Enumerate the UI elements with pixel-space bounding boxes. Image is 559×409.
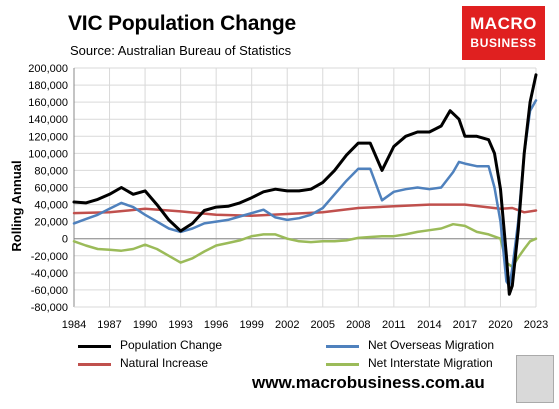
legend-swatch: [78, 345, 111, 348]
y-tick-label: 160,000: [28, 97, 68, 109]
y-tick-label: 0: [62, 234, 68, 246]
x-tick-label: 2005: [311, 319, 335, 331]
macrobusiness-logo: MACRO BUSINESS: [462, 6, 545, 60]
x-tick-label: 2023: [524, 319, 548, 331]
y-tick-label: 180,000: [28, 80, 68, 92]
x-tick-label: 1999: [239, 319, 263, 331]
series-line-population-change: [72, 73, 538, 296]
legend-swatch: [326, 363, 359, 366]
x-tick-label: 2014: [417, 319, 441, 331]
y-tick-label: 200,000: [28, 63, 68, 75]
x-tick-label: 2011: [382, 319, 406, 331]
y-tick-label: 20,000: [34, 217, 68, 229]
website-url: www.macrobusiness.com.au: [252, 373, 485, 392]
x-tick-label: 1993: [168, 319, 192, 331]
logo-line2: BUSINESS: [470, 36, 537, 50]
y-tick-label: 80,000: [34, 165, 68, 177]
legend-label: Population Change: [120, 338, 223, 352]
x-tick-label: 1984: [62, 319, 86, 331]
x-tick-label: 2020: [488, 319, 512, 331]
legend-label: Net Overseas Migration: [368, 338, 495, 352]
y-tick-label: -60,000: [31, 285, 68, 297]
y-tick-label: -80,000: [31, 302, 68, 314]
y-tick-label: 60,000: [34, 183, 68, 195]
legend-swatch: [326, 345, 359, 348]
series-lines: [72, 73, 538, 296]
y-tick-label: -20,000: [31, 251, 68, 263]
chart-subtitle: Source: Australian Bureau of Statistics: [70, 43, 292, 58]
y-axis-label: Rolling Annual: [9, 160, 24, 251]
y-tick-labels: 200,000 180,000 160,000 140,000 120,000 100,0…: [28, 63, 68, 314]
x-tick-label: 1996: [204, 319, 228, 331]
logo-line1: MACRO: [470, 14, 537, 33]
legend-swatch: [78, 363, 111, 366]
y-tick-label: 120,000: [28, 131, 68, 143]
legend-label: Natural Increase: [120, 356, 209, 370]
series-line-net-overseas-migration: [72, 99, 538, 287]
x-tick-label: 2008: [346, 319, 370, 331]
series-line-net-interstate-migration: [72, 222, 538, 269]
y-tick-label: -40,000: [31, 268, 68, 280]
gridlines: [73, 67, 537, 308]
x-tick-labels: 1984 1987 1990 1993 1996 1999 2002 2005 2008 2011…: [62, 319, 548, 331]
x-tick-label: 1990: [133, 319, 157, 331]
chart-title: VIC Population Change: [68, 12, 296, 35]
y-tick-label: 100,000: [28, 148, 68, 160]
wolf-logo-icon: [516, 355, 554, 403]
x-tick-label: 1987: [97, 319, 121, 331]
axes: [73, 68, 536, 308]
y-tick-label: 40,000: [34, 200, 68, 212]
y-tick-label: 140,000: [28, 114, 68, 126]
x-tick-label: 2002: [275, 319, 299, 331]
legend-label: Net Interstate Migration: [368, 356, 493, 370]
x-tick-label: 2017: [453, 319, 477, 331]
